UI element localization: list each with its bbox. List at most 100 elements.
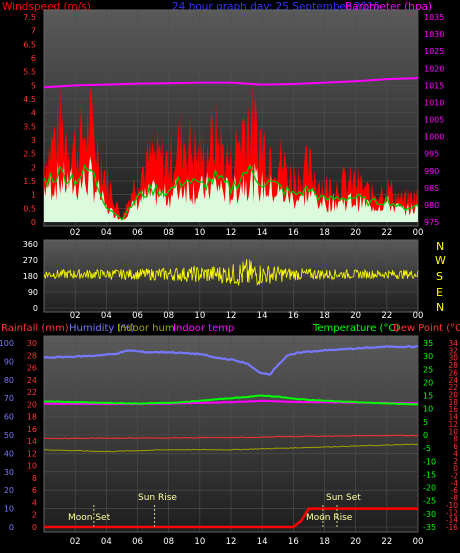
- dewpoint-y-tick: -4: [451, 479, 459, 488]
- barometer-y-tick: 995: [424, 150, 439, 159]
- wind-y-tick: 2: [31, 163, 36, 172]
- humidity-y-tick: 60: [4, 413, 14, 422]
- barometer-y-tick: 990: [424, 167, 439, 176]
- x-tick-label: 20: [350, 537, 361, 547]
- x-tick-label: 04: [101, 537, 112, 547]
- moon-set-label: Moon Set: [68, 513, 111, 523]
- rain-y-tick: 24: [27, 376, 37, 385]
- wind-y-tick: 6: [31, 54, 36, 63]
- temp-y-tick: 20: [423, 378, 433, 387]
- dewpoint-y-tick: 8: [453, 435, 458, 444]
- barometer-y-tick: 1020: [424, 64, 444, 73]
- dewpoint-y-tick: -6: [451, 486, 459, 495]
- rain-y-tick: 2: [32, 511, 37, 520]
- x-tick-label: 20: [350, 311, 361, 321]
- x-tick-label: 22: [381, 537, 392, 547]
- temp-y-tick: 0: [423, 431, 428, 440]
- indoor-hum-label: Indoor hum: [117, 323, 175, 334]
- x-tick-label: 14: [257, 228, 268, 238]
- x-tick-label: 08: [163, 228, 174, 238]
- x-tick-label: 22: [381, 311, 392, 321]
- x-tick-label: 06: [132, 537, 143, 547]
- dewpoint-y-tick: 24: [448, 376, 458, 385]
- dewpoint-y-tick: 28: [448, 361, 458, 370]
- x-tick-label: 16: [288, 311, 299, 321]
- wind-y-tick: 3: [31, 136, 36, 145]
- barometer-y-tick: 980: [424, 201, 439, 210]
- dewpoint-y-tick: 30: [448, 354, 458, 363]
- humidity-y-tick: 70: [4, 394, 14, 403]
- indoor-temp-label: Indoor temp: [173, 323, 234, 334]
- humidity-y-tick: 30: [4, 468, 14, 477]
- x-tick-label: 00: [413, 311, 424, 321]
- compass-n-bottom: N: [436, 301, 444, 314]
- temp-y-tick: 10: [423, 405, 433, 414]
- temp-y-tick: -15: [423, 470, 436, 479]
- x-tick-label: 00: [413, 228, 424, 238]
- rain-y-tick: 22: [27, 388, 37, 397]
- direction-y-tick: 90: [28, 288, 38, 297]
- x-tick-label: 20: [350, 228, 361, 238]
- dewpoint-y-tick: 14: [448, 413, 458, 422]
- dewpoint-y-tick: 22: [448, 383, 458, 392]
- compass-w: W: [435, 254, 446, 267]
- dewpoint-y-tick: 32: [448, 346, 458, 355]
- dewpoint-y-tick: -10: [446, 501, 458, 510]
- humidity-line: [43, 345, 419, 376]
- direction-y-tick: 180: [23, 272, 38, 281]
- humidity-y-tick: 20: [4, 486, 14, 495]
- x-tick-label: 02: [70, 228, 81, 238]
- humidity-y-tick: 50: [4, 431, 14, 440]
- temperature-series: [43, 336, 419, 532]
- dewpoint-y-tick: 16: [448, 405, 458, 414]
- indoor-hum-line: [43, 443, 419, 453]
- wind-y-tick: 0.5: [23, 204, 36, 213]
- humidity-y-tick: 0: [9, 523, 14, 532]
- dewpoint-y-tick: 26: [448, 368, 458, 377]
- temp-y-tick: 5: [423, 418, 428, 427]
- compass-n-top: N: [436, 240, 444, 253]
- dewpoint-y-tick: -8: [451, 494, 459, 503]
- dewpoint-y-tick: 34: [448, 339, 458, 348]
- wind-y-tick: 1.5: [23, 177, 36, 186]
- x-tick-label: 12: [226, 311, 237, 321]
- barometer-y-tick: 1010: [424, 98, 444, 107]
- direction-y-tick: 360: [23, 240, 38, 249]
- humidity-y-tick: 90: [4, 357, 14, 366]
- rain-y-tick: 4: [32, 498, 37, 507]
- rain-y-tick: 12: [27, 449, 37, 458]
- dewpoint-y-tick: 20: [448, 391, 458, 400]
- temp-y-tick: -5: [423, 444, 431, 453]
- wind-series: [43, 10, 419, 226]
- wind-y-tick: 5.5: [23, 68, 36, 77]
- dewpoint-y-tick: -16: [446, 523, 458, 532]
- wind-y-tick: 6.5: [23, 40, 36, 49]
- rain-y-tick: 16: [27, 425, 37, 434]
- wind-y-tick: 4: [31, 109, 36, 118]
- direction-y-tick: 270: [23, 256, 38, 265]
- barometer-y-tick: 1005: [424, 116, 444, 125]
- x-tick-label: 18: [319, 311, 330, 321]
- rain-y-tick: 30: [27, 339, 37, 348]
- rain-y-tick: 0: [32, 523, 37, 532]
- dewpoint-y-tick: 6: [453, 442, 458, 451]
- dewpoint-line: [43, 434, 419, 440]
- x-tick-label: 18: [319, 228, 330, 238]
- humidity-axis-title: Humidity (%): [69, 323, 135, 334]
- sun-set-label: Sun Set: [326, 493, 361, 503]
- barometer-line: [43, 77, 419, 89]
- rain-y-tick: 20: [27, 400, 37, 409]
- wind-y-tick: 5: [31, 81, 36, 90]
- barometer-y-tick: 1015: [424, 81, 444, 90]
- x-tick-label: 18: [319, 537, 330, 547]
- temperature-line: [43, 394, 419, 406]
- humidity-y-tick: 80: [4, 376, 14, 385]
- rain-y-tick: 28: [27, 351, 37, 360]
- compass-s: S: [436, 270, 443, 283]
- sun-rise-label: Sun Rise: [138, 493, 177, 503]
- x-tick-label: 06: [132, 228, 143, 238]
- dewpoint-y-tick: -14: [446, 516, 458, 525]
- wind-y-tick: 7.5: [23, 13, 36, 22]
- wind-y-tick: 7: [31, 27, 36, 36]
- rain-y-tick: 8: [32, 474, 37, 483]
